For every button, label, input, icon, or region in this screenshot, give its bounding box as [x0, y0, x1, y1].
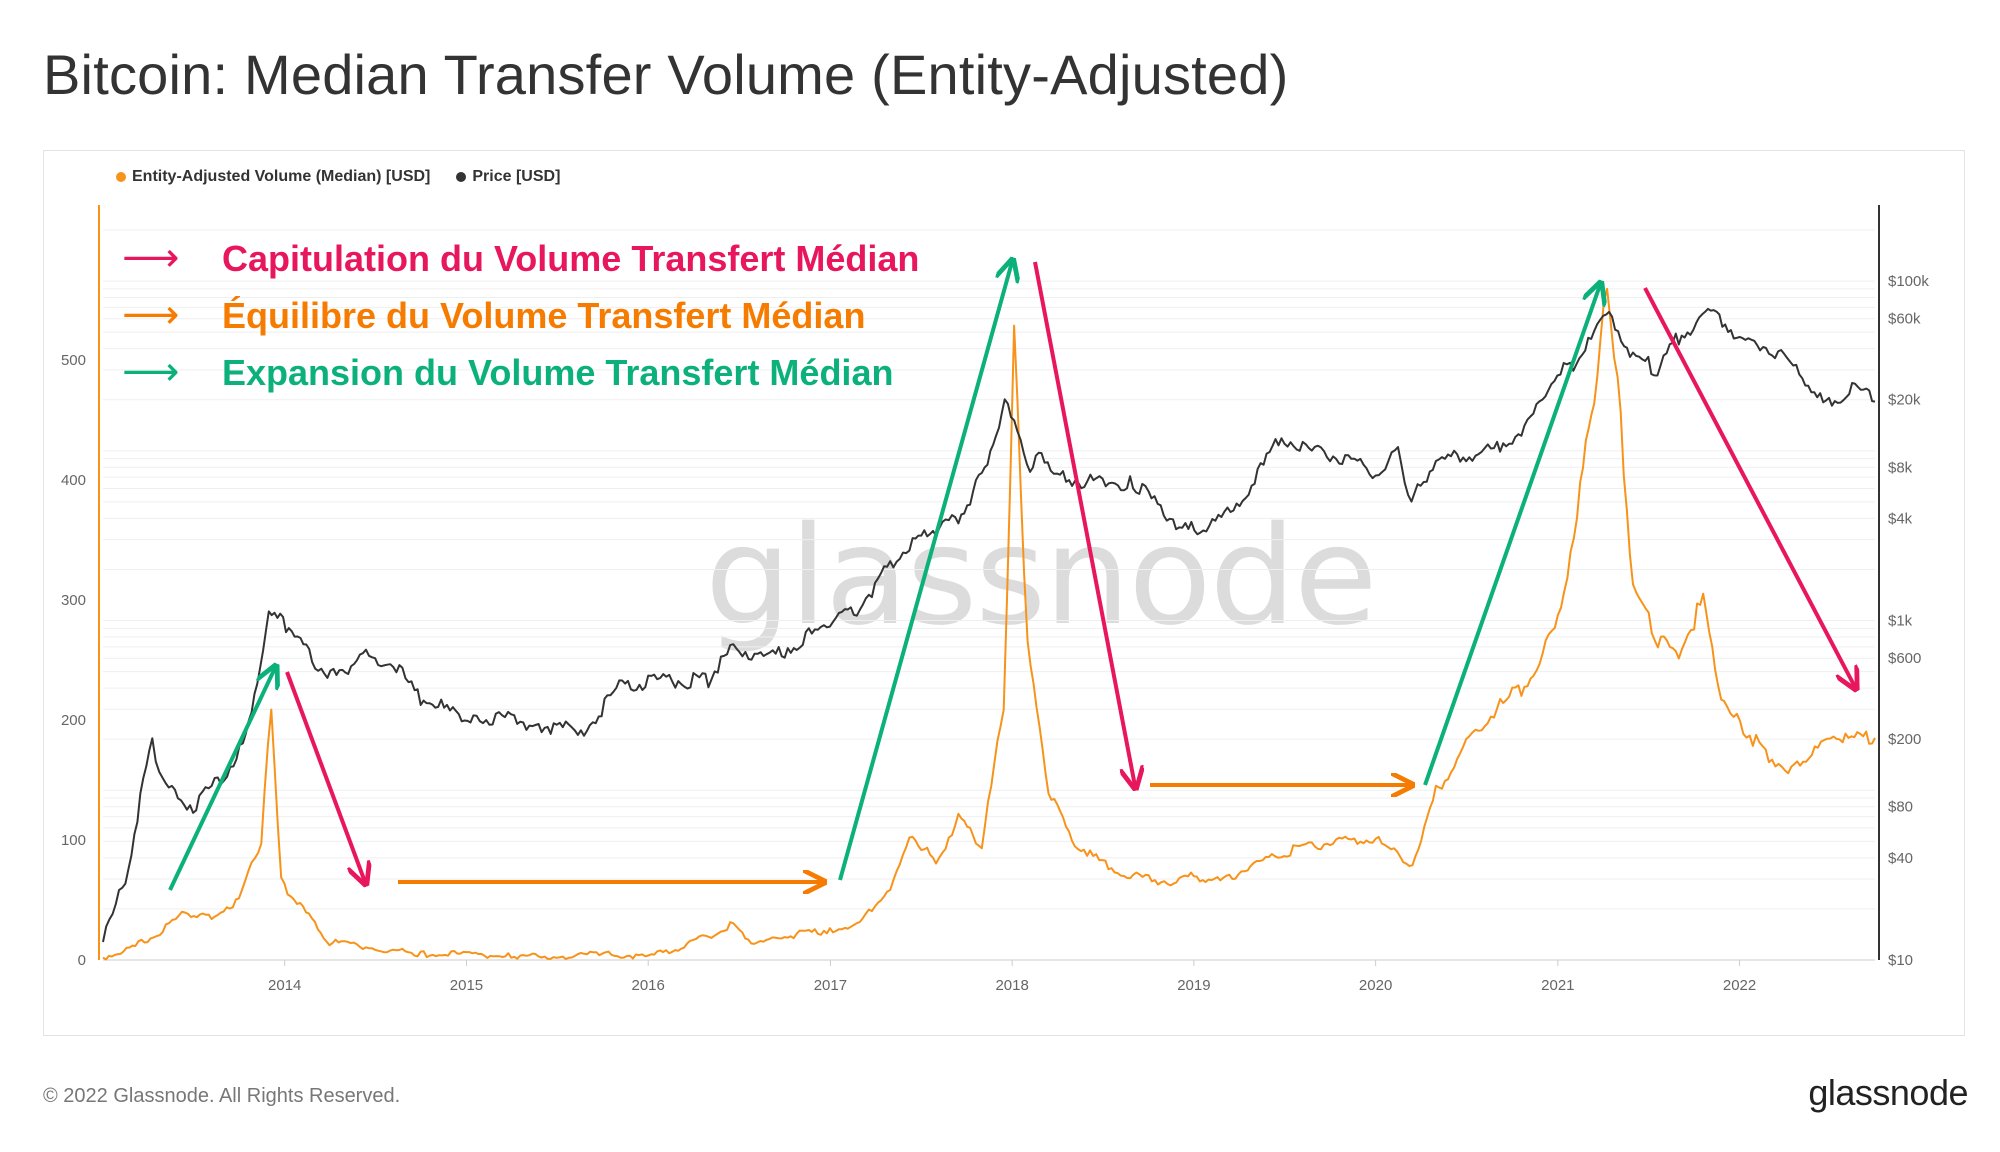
volume-series-line [102, 287, 1876, 961]
right-tick-label: $10 [1888, 952, 1913, 969]
x-tick-label: 2022 [1723, 977, 1756, 994]
left-tick-label: 200 [61, 712, 86, 729]
legend-item-price[interactable]: Price [USD] [456, 168, 560, 186]
right-tick-label: $40 [1888, 850, 1913, 867]
legend-dot-price [456, 172, 467, 182]
annotation-arrow-capitulation: ⟶ [122, 236, 180, 280]
left-tick-label: 0 [78, 952, 86, 969]
x-tick-label: 2017 [814, 977, 847, 994]
glassnode-logo: glassnode [1808, 1072, 1968, 1113]
x-tick-label: 2019 [1177, 977, 1210, 994]
right-tick-label: $1k [1888, 613, 1913, 630]
annotation-arrow-expansion: ⟶ [122, 350, 180, 394]
right-tick-label: $100k [1888, 273, 1929, 290]
right-tick-label: $200 [1888, 731, 1921, 748]
legend: Entity-Adjusted Volume (Median) [USD] Pr… [116, 168, 560, 186]
right-tick-label: $8k [1888, 459, 1913, 476]
right-tick-label: $20k [1888, 392, 1921, 409]
capitulation-arrow [285, 671, 365, 882]
right-tick-label: $4k [1888, 510, 1913, 527]
legend-item-volume[interactable]: Entity-Adjusted Volume (Median) [USD] [116, 168, 430, 186]
capitulation-arrow [1643, 287, 1855, 687]
legend-label-volume: Entity-Adjusted Volume (Median) [USD] [132, 168, 431, 185]
axes [98, 205, 1880, 961]
expansion-arrow [838, 262, 1012, 881]
copyright: © 2022 Glassnode. All Rights Reserved. [43, 1085, 401, 1107]
left-axis-ticks: 0 100 200 300 400 500 [61, 352, 86, 969]
x-tick-label: 2016 [632, 977, 665, 994]
x-tick-label: 2015 [450, 977, 483, 994]
x-tick-label: 2018 [995, 977, 1028, 994]
legend-label-price: Price [USD] [472, 168, 561, 185]
right-tick-label: $600 [1888, 650, 1921, 667]
left-tick-label: 300 [61, 592, 86, 609]
legend-dot-volume [116, 172, 126, 182]
right-tick-label: $80 [1888, 799, 1913, 816]
left-tick-label: 400 [61, 472, 86, 489]
x-tick-label: 2021 [1541, 977, 1574, 994]
chart-title: Bitcoin: Median Transfer Volume (Entity-… [43, 43, 1289, 106]
expansion-arrow [1423, 285, 1600, 786]
annotation-arrow-equilibrium: ⟶ [122, 293, 180, 337]
series-lines [102, 287, 1876, 961]
right-axis-ticks: $10 $40 $80 $200 $600 $1k $4k $8k $20k $60k $100k [1888, 273, 1929, 969]
annotation-equilibrium: Équilibre du Volume Transfert Médian [222, 295, 866, 336]
annotation-expansion: Expansion du Volume Transfert Médian [222, 352, 894, 393]
x-axis-ticks: 2014 2015 2016 2017 2018 2019 2020 2021 2022 [268, 960, 1756, 994]
x-tick-label: 2014 [268, 977, 301, 994]
x-tick-label: 2020 [1359, 977, 1392, 994]
annotation-capitulation: Capitulation du Volume Transfert Médian [222, 238, 920, 279]
price-series-line [102, 307, 1876, 943]
expansion-arrow [168, 668, 275, 891]
annotation-arrows [168, 261, 1855, 891]
right-tick-label: $60k [1888, 311, 1921, 328]
left-tick-label: 100 [61, 832, 86, 849]
left-tick-label: 500 [61, 352, 86, 369]
capitulation-arrow [1033, 261, 1135, 786]
